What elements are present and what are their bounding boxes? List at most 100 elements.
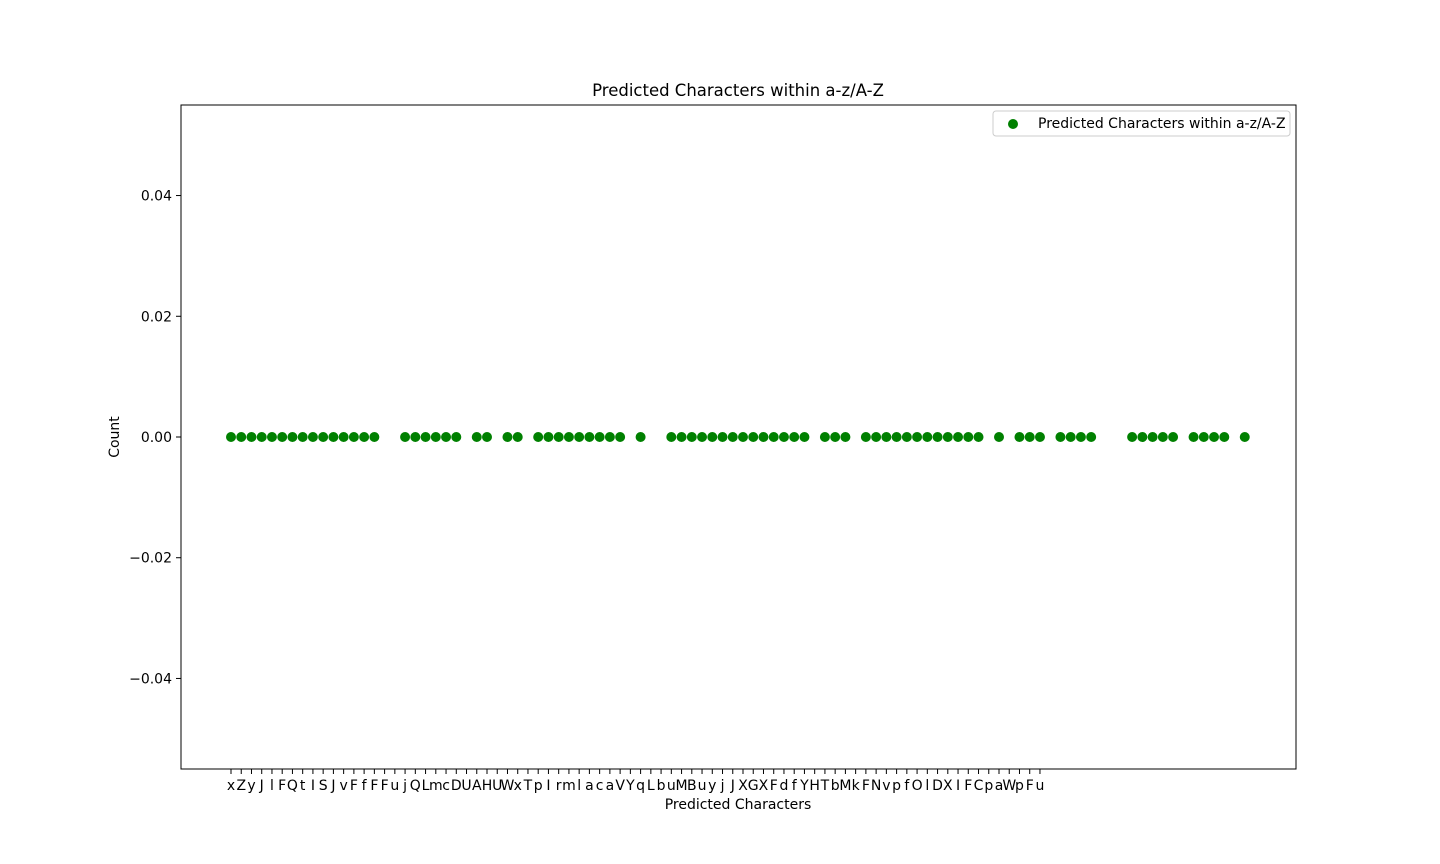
x-tick-label: u xyxy=(667,778,676,794)
x-tick-label: H xyxy=(809,778,820,794)
x-tick-label: b xyxy=(831,778,840,794)
data-point xyxy=(563,432,574,442)
data-point xyxy=(236,432,247,442)
x-tick-label: I xyxy=(956,778,960,794)
data-point xyxy=(994,432,1004,442)
x-tick-label: M xyxy=(676,778,688,794)
x-tick-label: v xyxy=(339,778,347,794)
x-tick-label: a xyxy=(995,778,1004,794)
data-point xyxy=(860,432,871,442)
x-tick-label: L xyxy=(422,778,430,794)
x-tick-label: j xyxy=(720,778,725,794)
data-point xyxy=(369,432,380,442)
data-point xyxy=(840,432,851,442)
data-point xyxy=(543,432,554,442)
x-tick-label: F xyxy=(350,778,358,794)
legend-box xyxy=(992,110,1291,137)
data-point xyxy=(533,432,544,442)
data-point xyxy=(1024,432,1035,442)
x-tick-label: X xyxy=(738,778,748,794)
chart-title: Predicted Characters within a-z/A-Z xyxy=(592,81,884,100)
data-point xyxy=(922,432,933,442)
data-point xyxy=(430,432,441,442)
data-point xyxy=(328,432,339,442)
data-point xyxy=(584,432,595,442)
data-point xyxy=(1168,432,1179,442)
data-point xyxy=(686,432,697,442)
x-tick-label: L xyxy=(647,778,655,794)
data-point xyxy=(891,432,902,442)
x-tick-label: c xyxy=(442,778,450,794)
x-tick-label: j xyxy=(402,778,407,794)
x-tick-label: u xyxy=(390,778,399,794)
x-tick-label: b xyxy=(657,778,666,794)
data-point xyxy=(912,432,923,442)
data-point xyxy=(799,432,810,442)
data-point xyxy=(400,432,411,442)
x-tick-label: U xyxy=(492,778,502,794)
x-tick-label: I xyxy=(311,778,315,794)
x-tick-label: l xyxy=(577,778,581,794)
x-tick-label: t xyxy=(300,778,306,794)
data-point xyxy=(277,432,288,442)
x-tick-label: m xyxy=(429,778,443,794)
data-point xyxy=(697,432,708,442)
x-tick-label: W xyxy=(1002,778,1016,794)
x-tick-label: F xyxy=(370,778,378,794)
x-tick-label: D xyxy=(932,778,943,794)
data-point xyxy=(871,432,882,442)
data-point xyxy=(778,432,789,442)
data-point xyxy=(932,432,943,442)
data-point xyxy=(420,432,431,442)
x-tick-label: Z xyxy=(236,778,246,794)
x-tick-label: u xyxy=(1036,778,1045,794)
data-point xyxy=(1014,432,1025,442)
data-point xyxy=(1147,432,1158,442)
data-point xyxy=(574,432,585,442)
data-point xyxy=(727,432,738,442)
x-tick-label: Y xyxy=(625,778,635,794)
data-point xyxy=(666,432,677,442)
legend-marker-icon xyxy=(1008,119,1018,129)
data-point xyxy=(502,432,513,442)
x-tick-label: F xyxy=(964,778,972,794)
data-point xyxy=(881,432,892,442)
data-point xyxy=(226,432,236,442)
data-point xyxy=(707,432,718,442)
x-tick-label: A xyxy=(472,778,482,794)
x-tick-label: F xyxy=(1026,778,1034,794)
data-point xyxy=(410,432,421,442)
data-point xyxy=(758,432,769,442)
x-tick-label: k xyxy=(852,778,861,794)
x-tick-label: p xyxy=(892,778,901,794)
x-tick-label: F xyxy=(381,778,389,794)
x-tick-label: O xyxy=(912,778,923,794)
data-point xyxy=(1198,432,1209,442)
data-point xyxy=(717,432,728,442)
data-point xyxy=(615,432,626,442)
y-tick-label: 0.04 xyxy=(141,189,172,205)
x-tick-label: G xyxy=(748,778,759,794)
data-point xyxy=(512,432,523,442)
data-point xyxy=(635,432,646,442)
data-point xyxy=(451,432,462,442)
x-tick-label: a xyxy=(585,778,594,794)
data-point xyxy=(953,432,964,442)
data-point xyxy=(338,432,349,442)
x-tick-label: V xyxy=(615,778,625,794)
data-point xyxy=(901,432,912,442)
data-point xyxy=(359,432,370,442)
x-tick-label: J xyxy=(259,778,264,794)
x-tick-label: J xyxy=(730,778,735,794)
data-point xyxy=(266,432,277,442)
x-tick-label: C xyxy=(974,778,984,794)
x-axis-label: Predicted Characters xyxy=(665,797,812,813)
data-point xyxy=(1219,432,1230,442)
x-tick-label: S xyxy=(319,778,328,794)
data-point xyxy=(471,432,482,442)
x-tick-label: T xyxy=(523,778,533,794)
x-tick-label: X xyxy=(759,778,769,794)
data-point xyxy=(1127,432,1138,442)
